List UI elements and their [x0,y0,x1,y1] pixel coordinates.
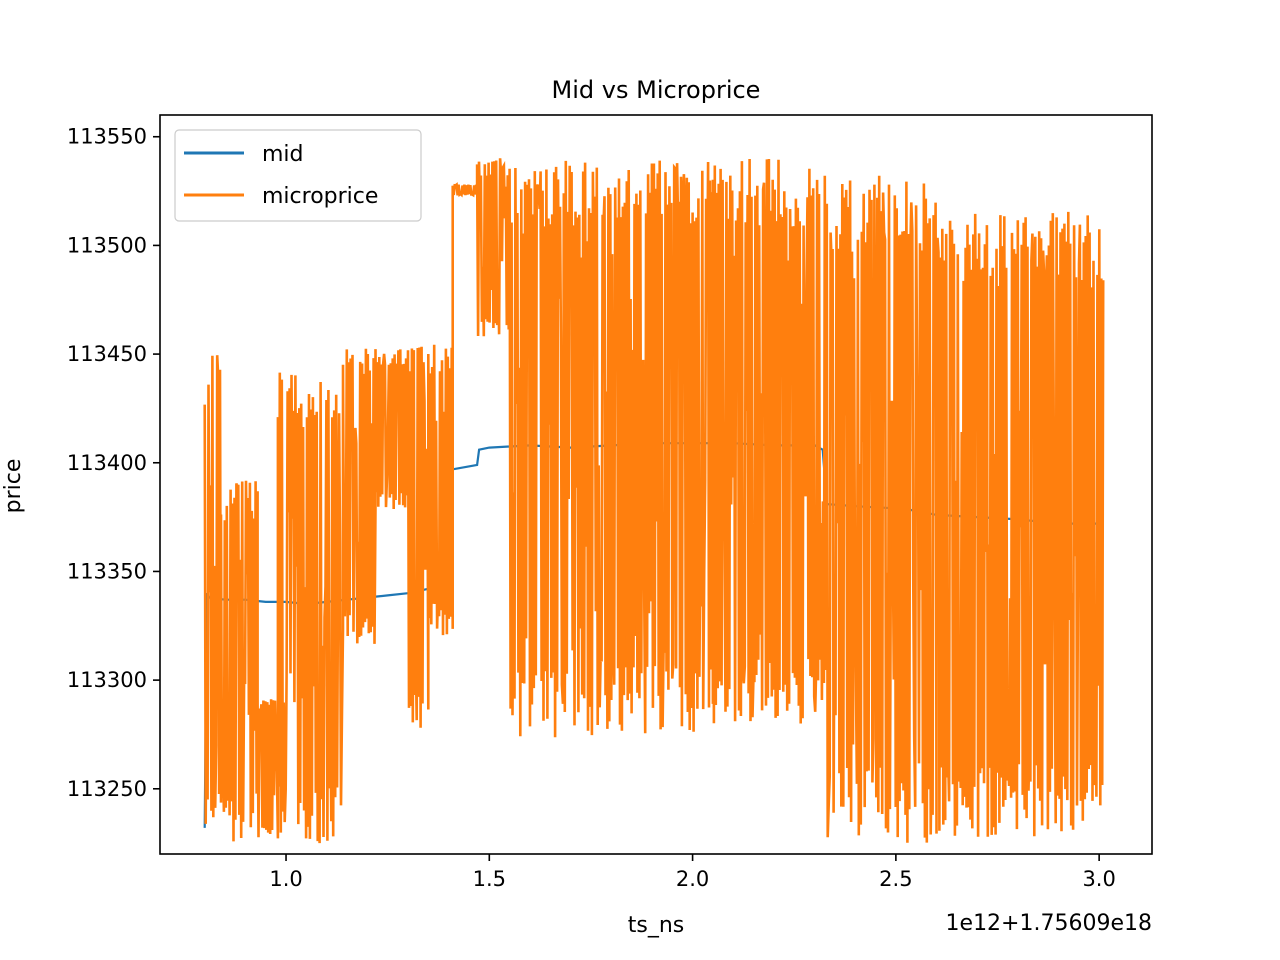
x-tick-label: 3.0 [1082,867,1115,891]
x-axis-label: ts_ns [628,913,685,938]
y-tick-label: 113500 [67,233,147,257]
plot-series [203,158,1105,844]
y-axis-label: price [1,459,26,514]
legend-label-microprice: microprice [262,184,378,209]
y-tick-label: 113300 [67,668,147,692]
plot-frame [159,114,1153,855]
y-tick-label: 113350 [67,559,147,583]
x-tick-label: 2.5 [879,867,912,891]
x-tick-label: 1.5 [473,867,506,891]
x-tick-label: 1.0 [269,867,302,891]
x-axis: 1.0 1.5 2.0 2.5 3.0 [269,854,1116,891]
y-tick-label: 113450 [67,342,147,366]
y-axis: 113250 113300 113350 113400 113450 113500 1135… [67,125,160,801]
x-offset-label: 1e12+1.75609e18 [946,911,1152,936]
y-tick-label: 113400 [67,451,147,475]
x-tick-label: 2.0 [676,867,709,891]
series-microprice-line [203,158,1105,844]
y-tick-label: 113550 [67,125,147,149]
y-tick-label: 113250 [67,777,147,801]
chart-title: Mid vs Microprice [552,76,761,104]
legend: mid microprice [174,129,422,222]
legend-label-mid: mid [262,142,304,167]
